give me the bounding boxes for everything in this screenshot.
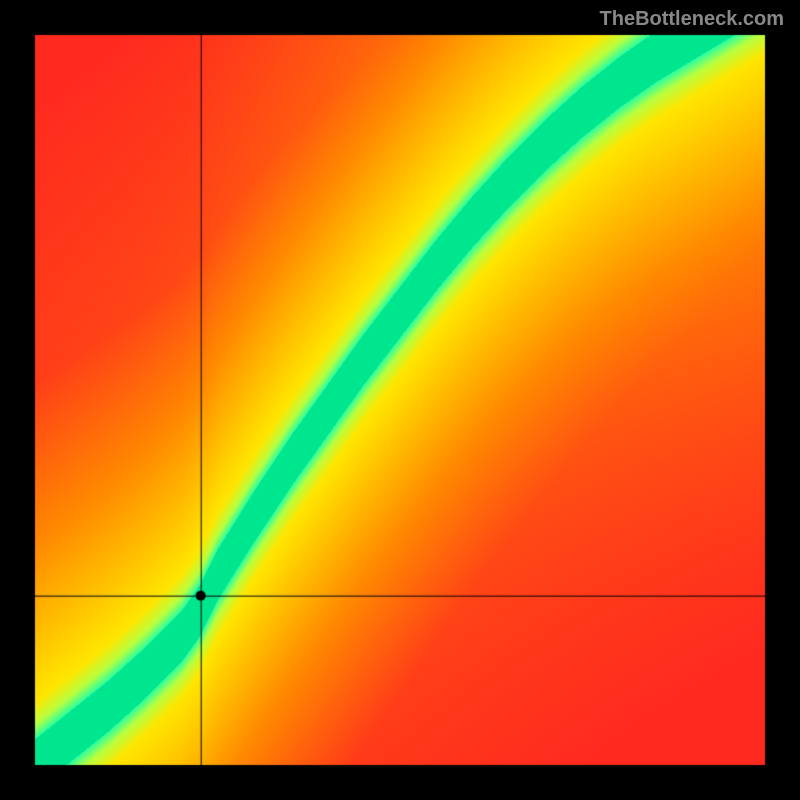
watermark-text: TheBottleneck.com [600, 8, 784, 31]
bottleneck-heatmap-chart [0, 0, 800, 800]
